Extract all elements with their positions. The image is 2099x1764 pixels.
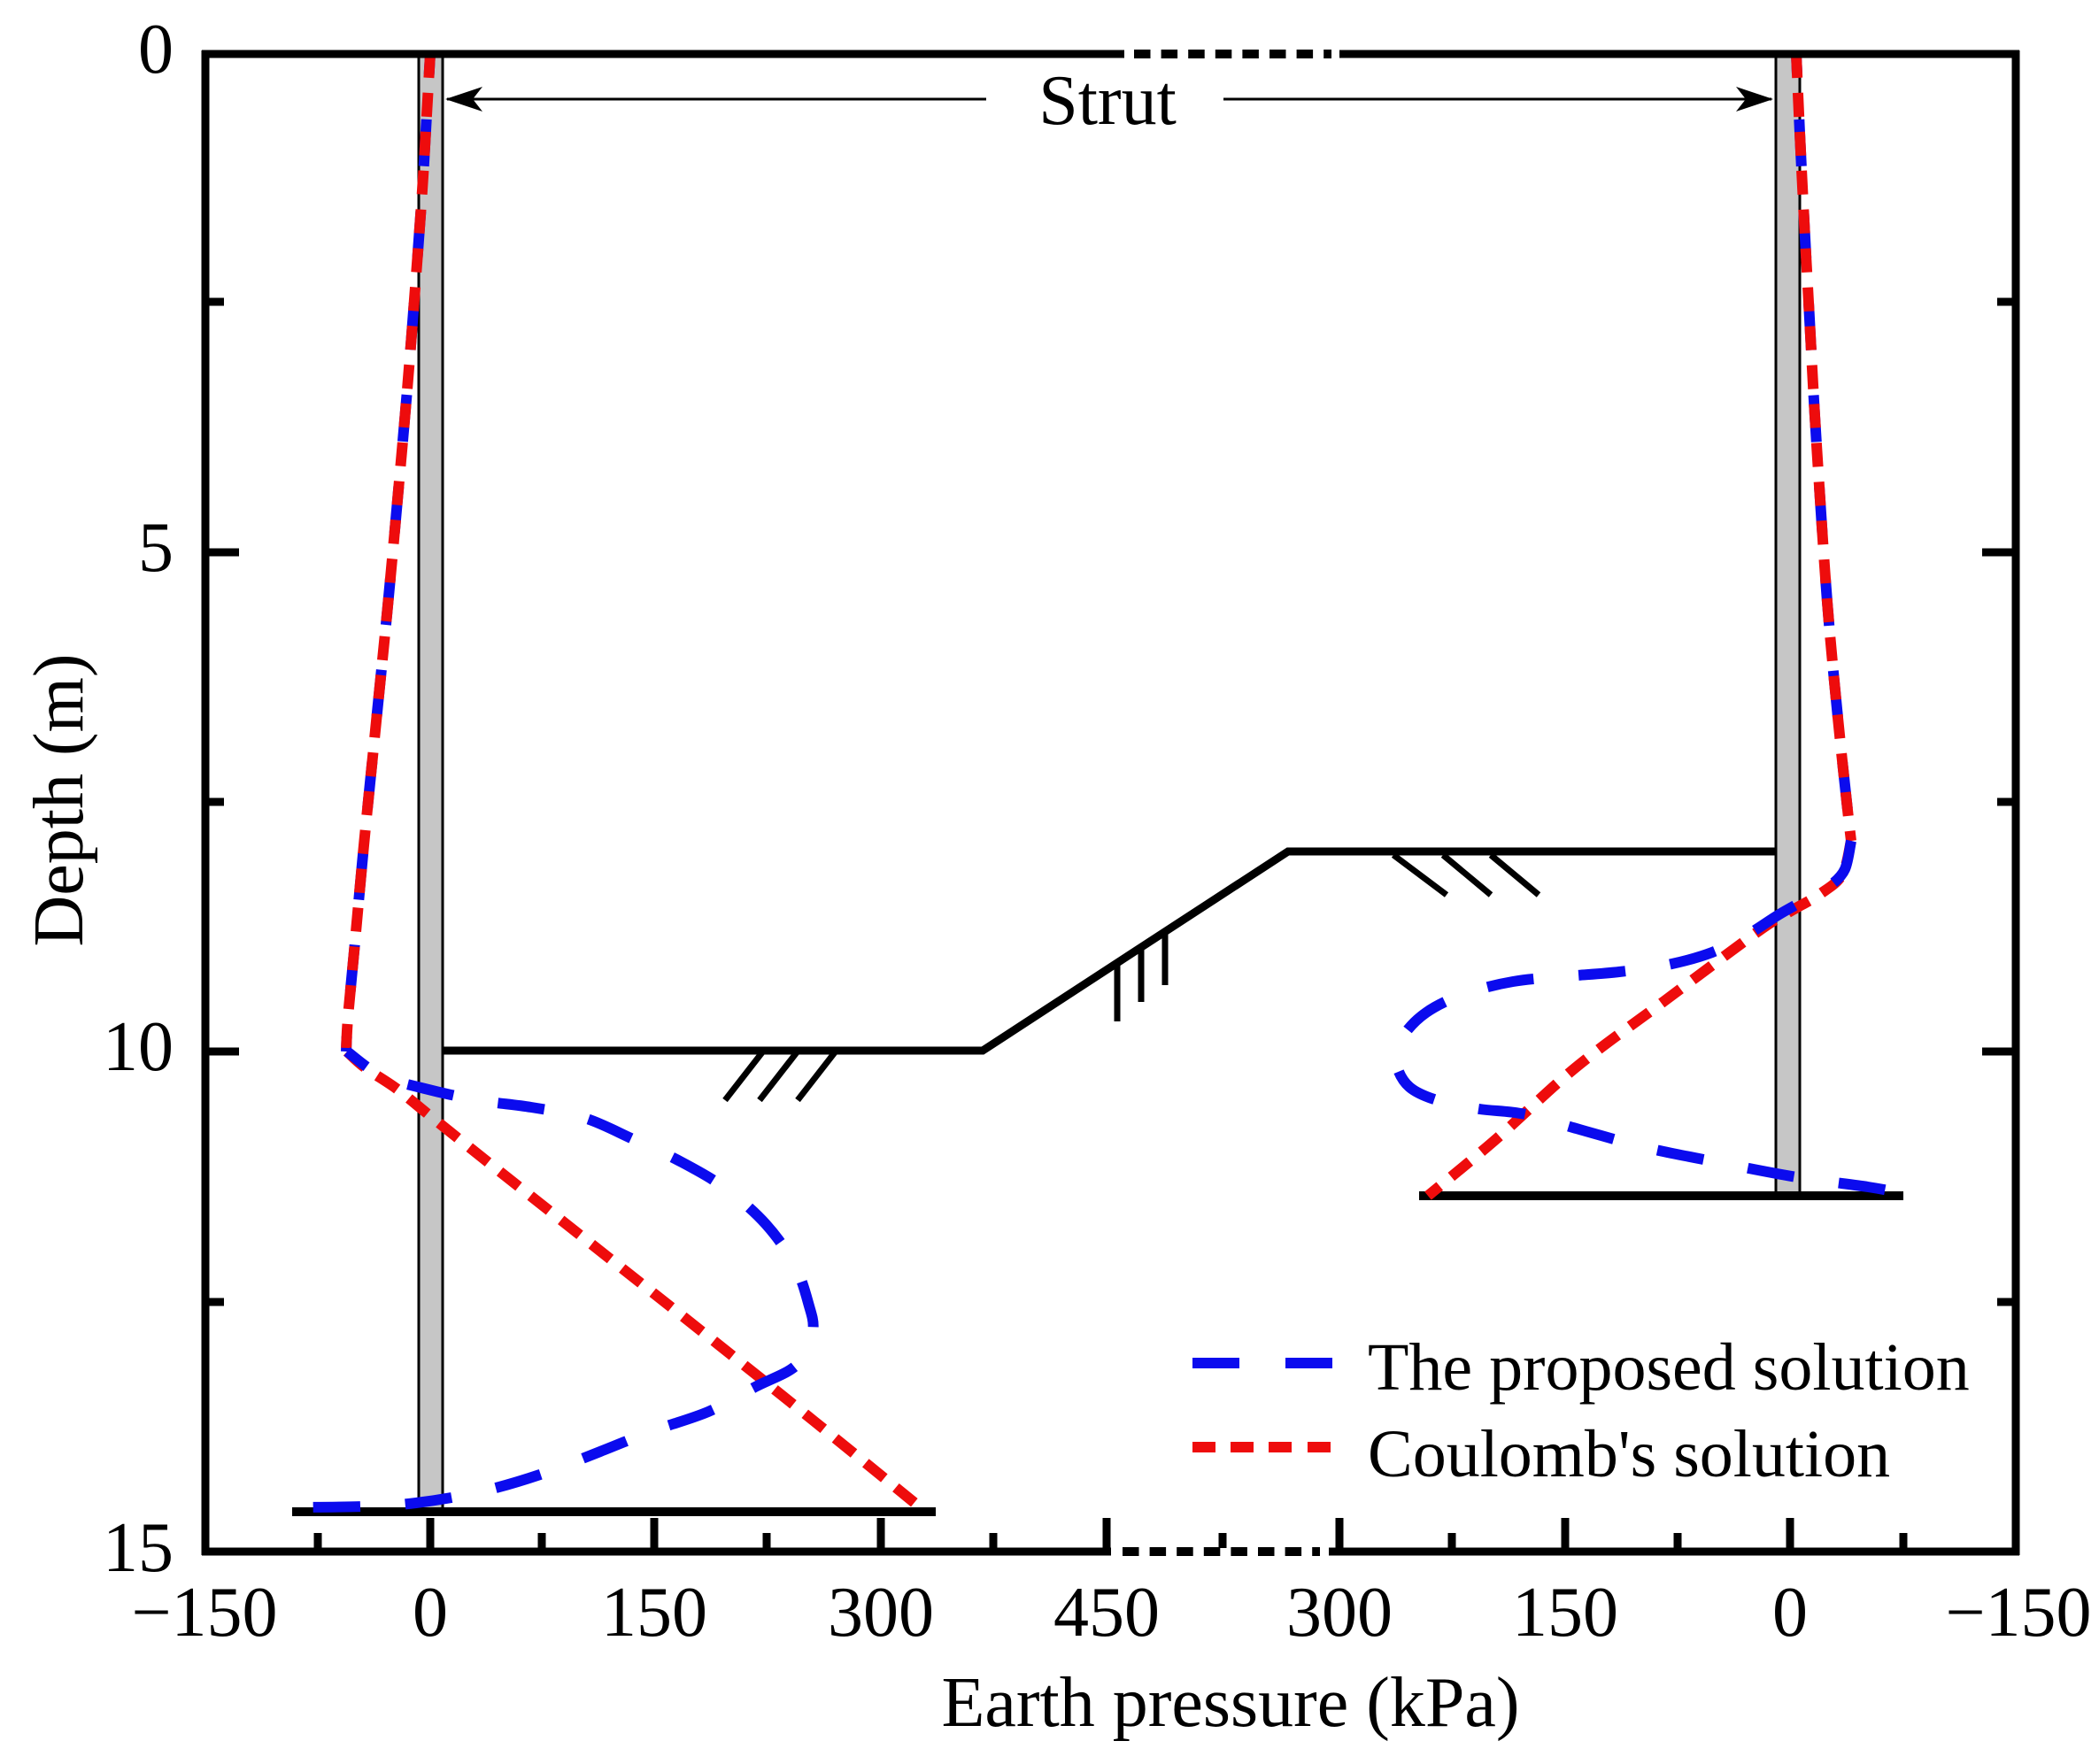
- svg-text:0: 0: [413, 1574, 448, 1652]
- svg-text:150: 150: [601, 1574, 707, 1652]
- svg-text:5: 5: [138, 509, 174, 587]
- svg-text:10: 10: [103, 1008, 174, 1086]
- svg-text:Earth pressure (kPa): Earth pressure (kPa): [941, 1664, 1519, 1742]
- svg-text:The proposed solution: The proposed solution: [1368, 1330, 1970, 1405]
- svg-text:150: 150: [1512, 1574, 1618, 1652]
- svg-text:Strut: Strut: [1038, 62, 1177, 140]
- svg-text:450: 450: [1053, 1574, 1160, 1652]
- svg-text:0: 0: [138, 11, 174, 89]
- svg-text:15: 15: [103, 1509, 174, 1587]
- svg-text:Coulomb's solution: Coulomb's solution: [1368, 1417, 1890, 1491]
- svg-text:−150: −150: [131, 1574, 277, 1652]
- svg-text:Depth (m): Depth (m): [20, 653, 98, 946]
- svg-text:0: 0: [1772, 1574, 1808, 1652]
- svg-text:300: 300: [828, 1574, 934, 1652]
- svg-text:−150: −150: [1945, 1574, 2091, 1652]
- svg-text:300: 300: [1286, 1574, 1393, 1652]
